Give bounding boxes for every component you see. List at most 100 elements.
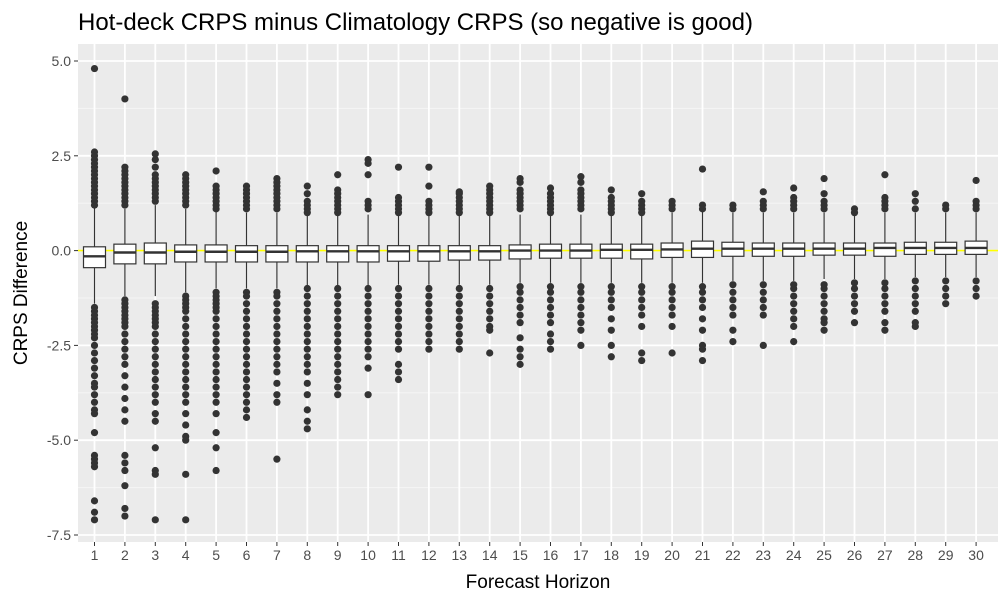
box-19 — [630, 190, 654, 365]
x-tick-label: 23 — [756, 547, 772, 563]
outlier-point — [516, 303, 524, 312]
outlier-point — [516, 319, 524, 327]
outlier-point — [182, 330, 190, 338]
outlier-point — [455, 338, 463, 346]
x-tick-label: 30 — [968, 547, 984, 563]
outlier-point — [334, 300, 342, 308]
outlier-point — [182, 368, 190, 376]
box-29 — [934, 201, 958, 308]
outlier-point — [911, 292, 919, 300]
outlier-point — [759, 288, 767, 296]
outlier-point — [364, 315, 372, 323]
outlier-point — [486, 307, 494, 315]
outlier-point — [394, 338, 403, 346]
outlier-point — [698, 288, 707, 296]
outlier-point — [212, 383, 220, 391]
outlier-point — [334, 284, 342, 293]
outlier-point — [303, 182, 311, 190]
iqr-box — [630, 243, 654, 260]
box-23 — [751, 188, 775, 349]
outlier-point — [790, 315, 798, 323]
x-tick-label: 9 — [334, 547, 342, 563]
outlier-point — [759, 296, 767, 304]
iqr-box — [478, 245, 502, 261]
outlier-point — [303, 300, 311, 308]
outlier-point — [820, 205, 828, 213]
outlier-point — [90, 383, 99, 391]
outlier-point — [790, 338, 798, 346]
outlier-point — [698, 315, 707, 323]
outlier-point — [273, 292, 281, 300]
box-27 — [873, 171, 897, 334]
outlier-point — [242, 338, 251, 346]
y-tick-label: -2.5 — [47, 337, 71, 353]
outlier-point — [273, 398, 281, 406]
x-tick-label: 27 — [877, 547, 893, 563]
outlier-point — [182, 470, 190, 478]
x-tick-label: 16 — [543, 547, 559, 563]
outlier-point — [911, 205, 919, 213]
box-4 — [174, 171, 198, 524]
x-tick-label: 15 — [512, 547, 528, 563]
outlier-point — [394, 307, 403, 315]
outlier-point — [516, 334, 524, 342]
outlier-point — [698, 345, 707, 353]
outlier-point — [364, 322, 372, 331]
outlier-point — [212, 315, 220, 323]
chart-title: Hot-deck CRPS minus Climatology CRPS (so… — [78, 9, 753, 36]
outlier-point — [121, 406, 129, 414]
outlier-point — [273, 300, 281, 308]
outlier-point — [212, 338, 220, 346]
outlier-point — [90, 201, 99, 209]
outlier-point — [546, 345, 555, 353]
outlier-point — [182, 398, 190, 406]
outlier-point — [242, 391, 251, 399]
x-tick-label: 11 — [391, 547, 406, 563]
outlier-point — [182, 322, 190, 331]
box-30 — [964, 176, 988, 300]
outlier-point — [759, 311, 767, 319]
outlier-point — [638, 356, 646, 365]
outlier-point — [911, 284, 919, 293]
outlier-point — [364, 338, 372, 346]
outlier-point — [698, 165, 707, 173]
outlier-point — [364, 353, 372, 361]
outlier-point — [90, 508, 99, 516]
outlier-point — [242, 406, 251, 414]
outlier-point — [242, 322, 251, 331]
outlier-point — [273, 368, 281, 376]
outlier-point — [790, 322, 798, 331]
x-tick-label: 25 — [816, 547, 832, 563]
box-28 — [903, 190, 927, 331]
outlier-point — [881, 205, 889, 213]
outlier-point — [516, 360, 524, 368]
outlier-point — [577, 283, 585, 291]
x-tick-label: 18 — [604, 547, 620, 563]
outlier-point — [942, 292, 950, 300]
outlier-point — [972, 277, 980, 285]
outlier-point — [668, 288, 676, 296]
outlier-point — [668, 205, 676, 213]
outlier-point — [607, 326, 615, 334]
outlier-point — [455, 315, 463, 323]
outlier-point — [90, 410, 99, 418]
outlier-point — [364, 284, 372, 293]
box-20 — [660, 197, 684, 357]
outlier-point — [242, 307, 251, 315]
outlier-point — [425, 284, 433, 293]
outlier-point — [638, 349, 646, 357]
outlier-point — [638, 322, 646, 331]
outlier-point — [790, 300, 798, 308]
outlier-point — [577, 319, 585, 327]
outlier-point — [668, 296, 676, 304]
outlier-point — [242, 353, 251, 361]
outlier-point — [881, 307, 889, 315]
outlier-point — [121, 504, 129, 513]
outlier-point — [242, 330, 251, 338]
outlier-point — [273, 391, 281, 399]
outlier-point — [911, 197, 919, 205]
box-9 — [326, 171, 350, 399]
x-tick-label: 28 — [908, 547, 924, 563]
outlier-point — [759, 188, 767, 196]
outlier-point — [334, 315, 342, 323]
